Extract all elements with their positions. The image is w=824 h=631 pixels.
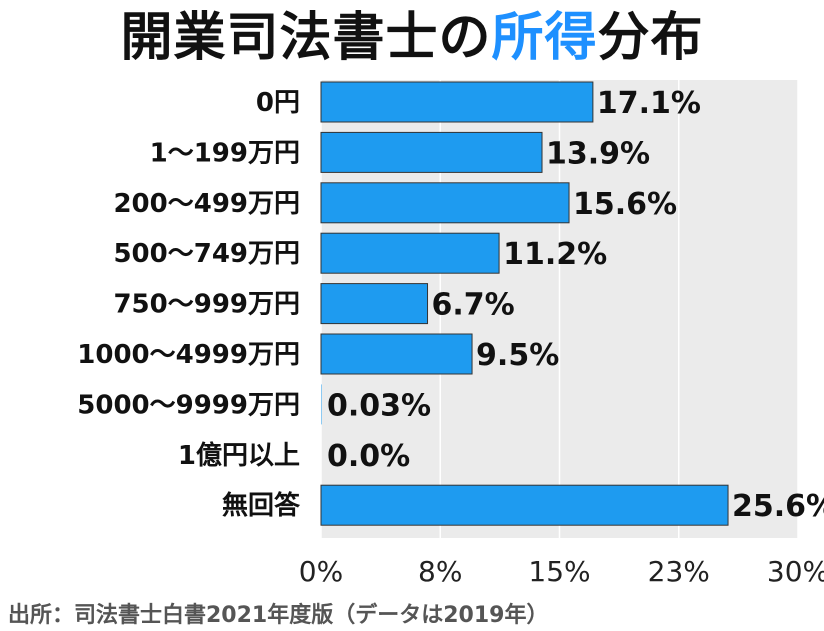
category-label: 500〜749万円	[113, 239, 300, 269]
bar	[320, 131, 543, 173]
x-tick-label: 8%	[418, 555, 462, 588]
x-tick-label: 15%	[528, 555, 590, 588]
chart-title: 開業司法書士の所得分布	[0, 0, 824, 76]
category-label: 200〜499万円	[113, 189, 300, 219]
bar	[320, 283, 429, 325]
category-label: 1〜199万円	[150, 138, 300, 168]
value-label: 17.1%	[597, 86, 701, 121]
title-highlight: 所得	[491, 8, 598, 68]
title-suffix: 分布	[597, 8, 704, 68]
x-tick-label: 0%	[299, 555, 343, 588]
x-tick-label: 23%	[648, 555, 710, 588]
bar	[320, 232, 500, 274]
bar	[320, 333, 473, 375]
source-note: 出所：司法書士白書2021年度版（データは2019年）	[8, 603, 549, 628]
value-label: 11.2%	[503, 237, 607, 272]
category-label: 1億円以上	[178, 441, 300, 471]
category-label: 750〜999万円	[113, 290, 300, 320]
title-prefix: 開業司法書士の	[120, 8, 492, 68]
value-label: 0.03%	[327, 388, 431, 423]
x-tick-label: 30%	[767, 555, 824, 588]
bar	[320, 182, 570, 224]
category-label: 5000〜9999万円	[77, 390, 300, 420]
category-label: 1000〜4999万円	[77, 340, 300, 370]
value-label: 15.6%	[573, 187, 677, 222]
category-label: 無回答	[222, 490, 301, 521]
category-label: 0円	[256, 88, 300, 118]
value-label: 13.9%	[546, 136, 650, 171]
bar	[320, 484, 729, 526]
bar	[320, 81, 594, 123]
value-label: 25.6%	[732, 489, 824, 524]
value-label: 6.7%	[432, 288, 515, 323]
value-label: 0.0%	[327, 439, 410, 474]
value-label: 9.5%	[476, 338, 559, 373]
